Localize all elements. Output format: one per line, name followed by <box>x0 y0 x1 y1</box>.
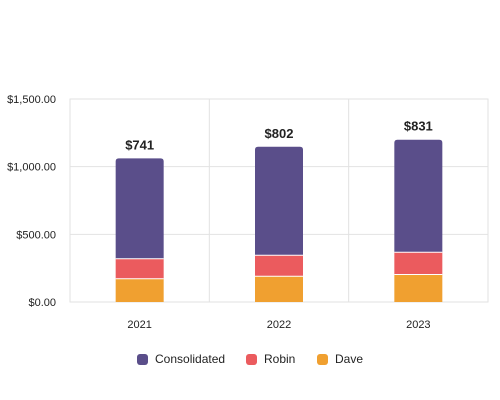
bar-segment-consolidated[interactable] <box>394 139 443 253</box>
y-tick-label: $0.00 <box>28 297 56 309</box>
y-tick-label: $1,000.00 <box>7 162 56 174</box>
bars <box>115 139 443 302</box>
legend-item-dave[interactable]: Dave <box>317 352 363 366</box>
y-tick-label: $1,500.00 <box>7 94 56 106</box>
bar-segment-dave[interactable] <box>115 278 164 302</box>
x-axis: 2021 2022 2023 <box>127 319 430 331</box>
legend-item-consolidated[interactable]: Consolidated <box>137 352 225 366</box>
bar-total-label: $741 <box>125 137 154 152</box>
legend-swatch <box>317 354 328 365</box>
x-tick-label: 2022 <box>267 319 291 331</box>
bar-total-label: $831 <box>404 119 433 134</box>
legend-label: Robin <box>264 352 295 366</box>
legend-swatch <box>137 354 148 365</box>
bar-segment-consolidated[interactable] <box>115 158 164 259</box>
bar-segment-consolidated[interactable] <box>255 146 303 256</box>
legend: Consolidated Robin Dave <box>137 352 363 366</box>
data-labels: $741 $802 $831 <box>125 119 433 153</box>
bar-segment-robin[interactable] <box>394 252 443 275</box>
y-axis: $0.00 $500.00 $1,000.00 $1,500.00 <box>7 94 56 309</box>
bar-segment-robin[interactable] <box>115 258 164 279</box>
legend-label: Consolidated <box>155 352 225 366</box>
legend-label: Dave <box>335 352 363 366</box>
legend-item-robin[interactable]: Robin <box>246 352 295 366</box>
x-tick-label: 2021 <box>127 319 151 331</box>
bar-segment-dave[interactable] <box>255 276 303 302</box>
y-tick-label: $500.00 <box>16 229 56 241</box>
bar-segment-dave[interactable] <box>394 274 443 302</box>
bar-total-label: $802 <box>265 126 294 141</box>
x-tick-label: 2023 <box>406 319 430 331</box>
legend-swatch <box>246 354 257 365</box>
bar-segment-robin[interactable] <box>255 255 303 277</box>
